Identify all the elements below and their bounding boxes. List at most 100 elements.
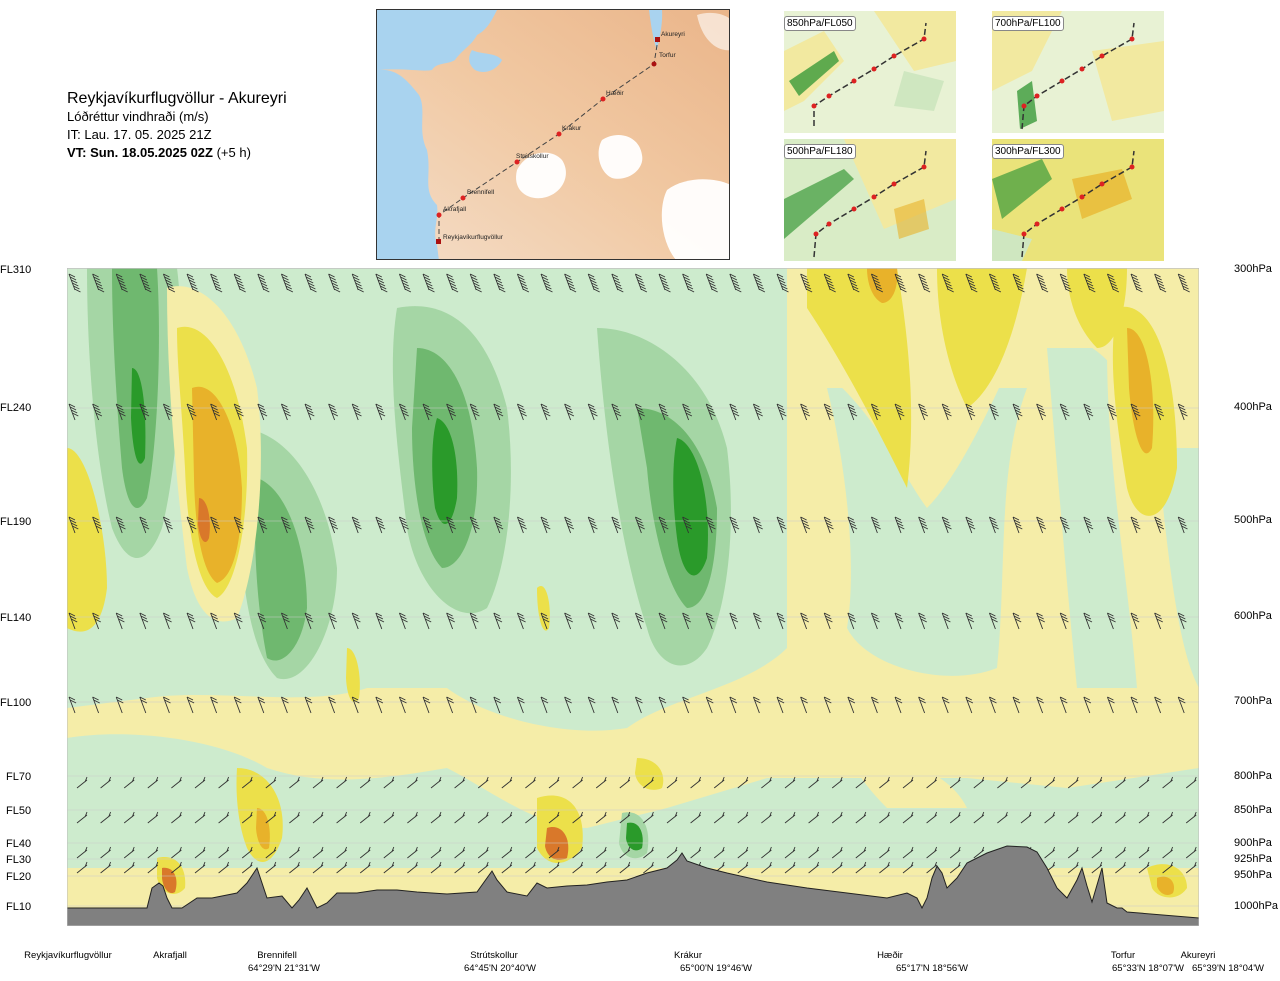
- wind-barb: [304, 273, 317, 293]
- wind-barb: [965, 516, 976, 534]
- wind-barb: [705, 403, 716, 421]
- wind-barb: [186, 403, 197, 421]
- wind-barb: [304, 516, 315, 534]
- wind-barb: [1130, 273, 1143, 293]
- wind-barb: [469, 696, 478, 714]
- route-title: Reykjavíkurflugvöllur - Akureyri: [67, 90, 287, 107]
- wind-barb: [658, 403, 669, 421]
- wind-barb: [705, 273, 718, 293]
- wind-barb: [1138, 811, 1150, 824]
- wind-barb: [800, 403, 811, 421]
- wind-barb: [540, 612, 550, 630]
- valid-time: VT: Sun. 18.05.2025 02Z (+5 h): [67, 145, 251, 160]
- wind-barb: [800, 612, 810, 630]
- wind-barb: [926, 776, 938, 789]
- wind-barb: [784, 861, 796, 874]
- wind-barb: [430, 846, 442, 859]
- pressure-label: 400hPa: [1234, 401, 1272, 413]
- wind-barb: [304, 612, 314, 630]
- waypoint-marker: [600, 96, 606, 102]
- wind-barb: [572, 861, 584, 874]
- wind-barb: [879, 861, 890, 874]
- wind-barb: [123, 846, 135, 859]
- waypoint-marker: [655, 37, 660, 42]
- wind-barb: [879, 776, 890, 789]
- wind-barb: [501, 776, 513, 789]
- wind-barb: [643, 776, 654, 789]
- wind-barb: [729, 516, 740, 534]
- wind-barb: [918, 612, 928, 630]
- wind-barb: [454, 861, 466, 874]
- wind-barb: [965, 273, 978, 293]
- wind-barb: [92, 403, 103, 421]
- wind-barb: [525, 776, 536, 789]
- wind-barb: [171, 776, 182, 789]
- wind-barb: [1154, 696, 1162, 714]
- wind-barb: [682, 273, 695, 293]
- wind-barb: [1044, 776, 1056, 789]
- wind-barb: [879, 811, 890, 824]
- wind-barb: [737, 776, 749, 789]
- wind-barb: [76, 811, 88, 824]
- wind-barb: [988, 403, 999, 421]
- wind-barb: [194, 811, 206, 824]
- wind-barb: [870, 273, 884, 293]
- wind-barb: [737, 811, 749, 824]
- wind-barb: [233, 516, 244, 534]
- wind-barb: [328, 696, 336, 714]
- wind-barb: [870, 612, 880, 630]
- wind-barb: [1020, 811, 1032, 824]
- wind-barb: [587, 273, 600, 293]
- wind-barb: [1185, 846, 1197, 859]
- mini-map-label: 850hPa/FL050: [784, 16, 856, 31]
- wind-barb: [682, 516, 693, 534]
- wind-barb: [1044, 811, 1056, 824]
- map-label: Reykjavíkurflugvöllur: [443, 234, 504, 241]
- wind-barb: [1185, 776, 1197, 789]
- wind-barb: [918, 273, 931, 293]
- wind-barb: [784, 846, 796, 859]
- mini-map-svg: [992, 139, 1164, 261]
- wind-barb: [548, 811, 560, 824]
- location-coord: 65°17'N 18°56'W: [896, 963, 968, 974]
- wind-barb: [682, 696, 690, 714]
- waypoint-marker: [436, 239, 441, 244]
- wind-barb: [564, 273, 577, 293]
- wind-barb: [398, 516, 409, 534]
- wind-barb: [139, 516, 150, 534]
- wind-barb: [147, 861, 159, 874]
- wind-barb: [171, 846, 182, 859]
- wind-barb: [831, 776, 843, 789]
- wind-barb: [1138, 846, 1150, 859]
- wind-barb: [611, 516, 622, 534]
- wind-barb: [1130, 612, 1140, 630]
- wind-barb: [501, 811, 513, 824]
- wind-barb: [115, 696, 124, 714]
- wind-barb: [1059, 403, 1070, 421]
- wind-barb: [595, 811, 607, 824]
- wind-barb: [123, 776, 135, 789]
- fl-label: FL30: [6, 854, 32, 866]
- wind-barb: [218, 846, 230, 859]
- wind-barb: [855, 776, 867, 789]
- cross-section-plot: [67, 268, 1199, 926]
- wind-barb: [407, 846, 418, 859]
- wind-barb: [218, 811, 230, 824]
- mini-map-label: 500hPa/FL180: [784, 144, 856, 159]
- wind-barb: [265, 846, 277, 859]
- wind-barb: [280, 696, 289, 714]
- wind-barb: [257, 696, 266, 714]
- pressure-label: 800hPa: [1234, 770, 1272, 782]
- wind-barb: [752, 612, 762, 630]
- mini-map-500: 500hPa/FL180: [784, 139, 956, 261]
- wind-barb: [1059, 273, 1072, 293]
- wind-barb: [218, 861, 230, 874]
- wind-barb: [1083, 516, 1094, 534]
- wind-barb: [493, 696, 502, 714]
- wind-barb: [564, 696, 572, 714]
- wind-barb: [477, 861, 489, 874]
- wind-barb: [752, 696, 761, 714]
- wind-barb: [1020, 776, 1032, 789]
- wind-barb: [808, 776, 820, 789]
- wind-barb: [280, 516, 291, 534]
